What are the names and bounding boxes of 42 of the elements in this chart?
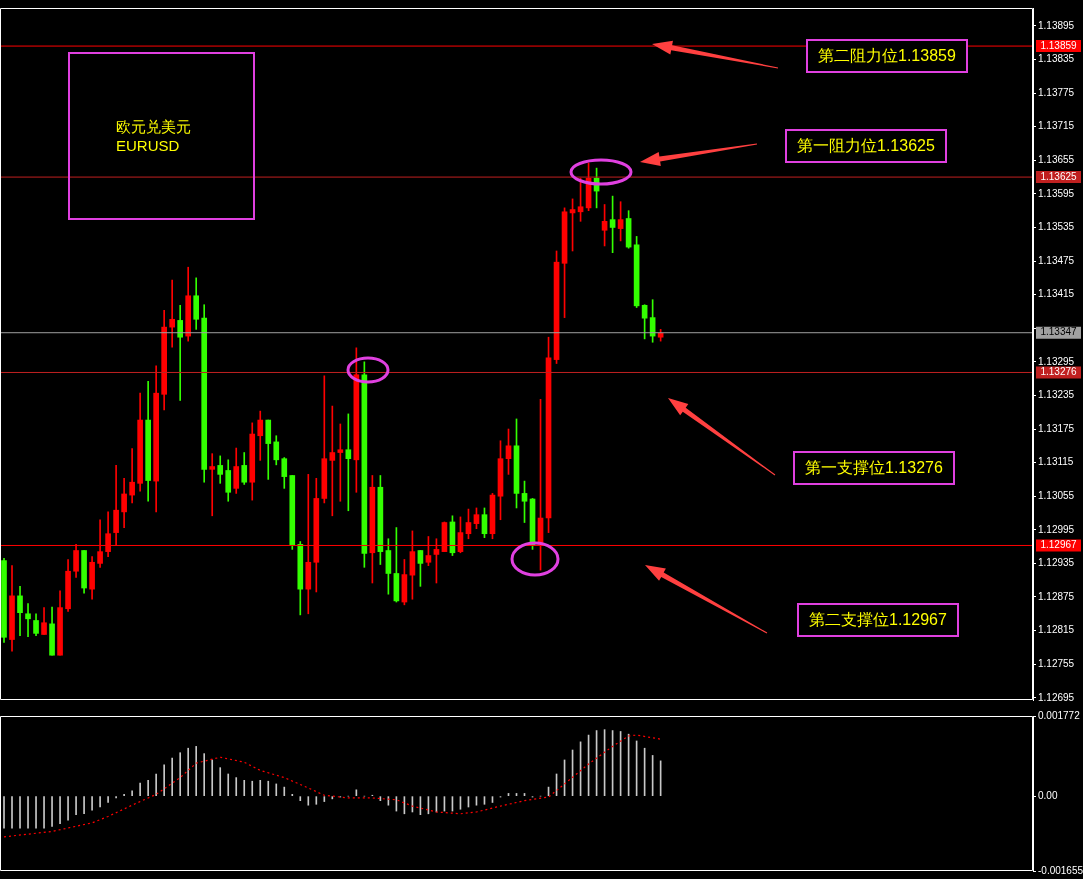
y-tick-label: 1.12755 bbox=[1038, 657, 1075, 669]
y-tick-label: 1.13835 bbox=[1038, 53, 1075, 65]
ref-line-label: 1.13859 bbox=[1040, 39, 1078, 51]
y-tick-label: 1.13235 bbox=[1038, 389, 1075, 401]
y-tick-label: 1.12875 bbox=[1038, 590, 1075, 602]
y-tick-label: 1.13535 bbox=[1038, 221, 1075, 233]
annotation: 第二阻力位1.13859 bbox=[806, 39, 968, 74]
candlestick bbox=[25, 603, 31, 638]
candlestick bbox=[209, 453, 216, 517]
y-tick-label: 0.00 bbox=[1038, 789, 1058, 801]
annotation: 第一支撑位1.13276 bbox=[793, 451, 955, 485]
candlestick bbox=[177, 304, 183, 401]
text: 欧元兑美元 bbox=[116, 118, 191, 137]
ref-line-label: 1.13625 bbox=[1040, 170, 1078, 182]
line-series bbox=[3, 734, 662, 838]
y-tick-label: 1.13055 bbox=[1038, 489, 1075, 501]
y-tick-label: 1.13295 bbox=[1038, 355, 1075, 367]
ref-line-label: 1.13347 bbox=[1040, 326, 1078, 338]
y-tick-label: 1.13715 bbox=[1038, 120, 1075, 132]
y-tick-label: 1.12935 bbox=[1038, 557, 1075, 569]
y-tick-label: 1.13115 bbox=[1038, 456, 1074, 468]
candlestick bbox=[329, 405, 336, 517]
candlestick bbox=[337, 423, 344, 502]
y-tick-label: 1.13595 bbox=[1038, 187, 1075, 199]
ref-line-label: 1.12967 bbox=[1040, 539, 1078, 551]
ref-line-label: 1.13276 bbox=[1040, 366, 1078, 378]
y-tick-label: 1.13775 bbox=[1038, 86, 1075, 98]
annotation: 第一阻力位1.13625 bbox=[785, 129, 947, 164]
y-tick-label: 1.13415 bbox=[1038, 288, 1075, 300]
y-tick-label: 1.13895 bbox=[1038, 19, 1075, 31]
y-tick-label: 1.12695 bbox=[1038, 691, 1075, 703]
candlestick bbox=[129, 448, 135, 504]
y-tick-label: 1.12815 bbox=[1038, 624, 1075, 636]
y-tick-label: -0.001655 bbox=[1038, 864, 1083, 876]
y-tick-label: 1.13475 bbox=[1038, 254, 1075, 266]
candlestick bbox=[169, 279, 175, 348]
annotation: 第二支撑位1.12967 bbox=[797, 603, 959, 637]
y-tick-label: 0.001772 bbox=[1038, 709, 1081, 721]
text: EURUSD bbox=[116, 137, 181, 154]
y-tick-label: 1.12995 bbox=[1038, 523, 1075, 535]
y-tick-label: 1.13175 bbox=[1038, 422, 1075, 434]
y-tick-label: 1.13655 bbox=[1038, 154, 1075, 166]
